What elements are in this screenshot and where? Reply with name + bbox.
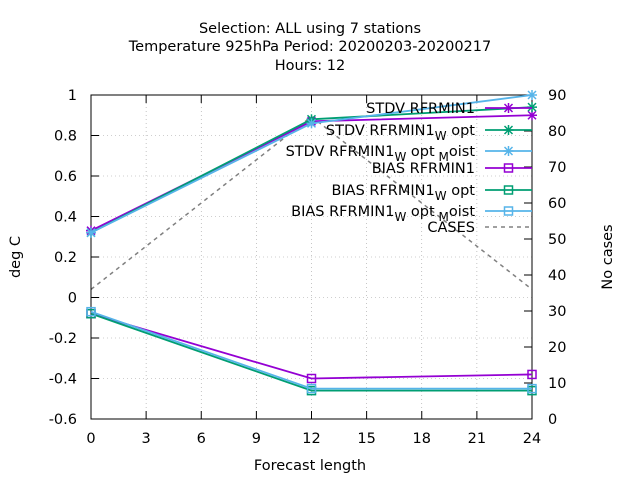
axis-ticks: 0 3 6 9 12 15 18 21 24 -0.6 -0.4 -0.2 0 0.2 0.4 0.6 0.8 1… xyxy=(49,88,567,447)
legend-label: BIAS RFRMIN1W opt xyxy=(331,183,475,203)
title-line-3: Hours: 12 xyxy=(275,58,345,74)
y2-tick-label: 80 xyxy=(548,124,566,140)
x-tick-label: 21 xyxy=(468,431,486,447)
legend-item-1: STDV RFRMIN1 xyxy=(366,101,532,117)
series-3-point xyxy=(86,227,96,238)
series-6-point xyxy=(86,306,96,317)
x-tick-label: 15 xyxy=(357,431,375,447)
y2-tick-label: 50 xyxy=(548,232,566,248)
series-line-4 xyxy=(90,312,533,380)
y2-tick-label: 70 xyxy=(548,160,566,176)
x-tick-label: 9 xyxy=(252,431,261,447)
y2-tick-label: 90 xyxy=(548,88,566,104)
legend-item-6: BIAS RFRMIN1W opt Moist xyxy=(291,204,532,224)
title-line-1: Selection: ALL using 7 stations xyxy=(199,21,421,37)
y-tick-label: 0.6 xyxy=(54,169,77,185)
legend-label: CASES xyxy=(427,220,475,236)
y-axis-label: deg C xyxy=(8,236,24,278)
y2-tick-label: 60 xyxy=(548,196,566,212)
x-tick-label: 6 xyxy=(197,431,206,447)
series-layer xyxy=(86,90,537,396)
y-tick-label: 0.2 xyxy=(54,250,77,266)
series-line-6 xyxy=(90,310,532,390)
y2-tick-label: 10 xyxy=(548,376,566,392)
y2-tick-label: 30 xyxy=(548,304,566,320)
legend-sample-marker xyxy=(503,103,514,113)
series-4-point xyxy=(306,373,317,384)
x-tick-label: 18 xyxy=(413,431,431,447)
y2-tick-label: 20 xyxy=(548,340,566,356)
series-6-point xyxy=(306,383,317,394)
series-line-5 xyxy=(90,312,532,392)
legend-sample-marker xyxy=(503,125,514,135)
legend-label: STDV RFRMIN1W opt Moist xyxy=(286,144,476,164)
legend-item-2: STDV RFRMIN1W opt xyxy=(326,123,532,143)
chart-title: Selection: ALL using 7 stations Temperat… xyxy=(128,21,491,74)
legend-label: BIAS RFRMIN1 xyxy=(372,161,475,177)
legend-sample-marker xyxy=(503,185,514,195)
x-axis-label: Forecast length xyxy=(254,458,366,474)
legend-item-4: BIAS RFRMIN1 xyxy=(372,161,532,177)
series-6-point xyxy=(527,383,537,394)
legend-label: BIAS RFRMIN1W opt Moist xyxy=(291,204,475,224)
y2-tick-label: 0 xyxy=(548,412,557,428)
legend-item-5: BIAS RFRMIN1W opt xyxy=(331,183,532,203)
y2-axis-label: No cases xyxy=(600,224,616,289)
y-tick-label: -0.4 xyxy=(49,372,77,388)
x-tick-label: 24 xyxy=(523,431,541,447)
legend-label: STDV RFRMIN1W opt xyxy=(326,123,475,143)
y-tick-label: -0.2 xyxy=(49,331,77,347)
y-tick-label: 0.4 xyxy=(54,210,77,226)
legend-sample-marker xyxy=(503,206,514,216)
legend-sample-marker xyxy=(503,146,514,156)
legend-item-7: CASES xyxy=(427,220,532,236)
series-4-point xyxy=(527,369,537,380)
x-tick-label: 3 xyxy=(142,431,151,447)
x-tick-label: 0 xyxy=(86,431,95,447)
legend-sample-marker xyxy=(503,163,514,173)
y-tick-label: 1 xyxy=(68,88,77,104)
series-3-point xyxy=(306,118,317,129)
y-tick-label: 0.8 xyxy=(54,129,77,145)
y2-tick-label: 40 xyxy=(548,268,566,284)
legend-label: STDV RFRMIN1 xyxy=(366,101,475,117)
series-3-point xyxy=(527,90,537,100)
legend-item-3: STDV RFRMIN1W opt Moist xyxy=(286,144,532,164)
y-tick-label: 0 xyxy=(68,291,77,307)
title-line-2: Temperature 925hPa Period: 20200203-2020… xyxy=(128,39,491,55)
y-tick-label: -0.6 xyxy=(49,412,77,428)
x-tick-label: 12 xyxy=(302,431,320,447)
